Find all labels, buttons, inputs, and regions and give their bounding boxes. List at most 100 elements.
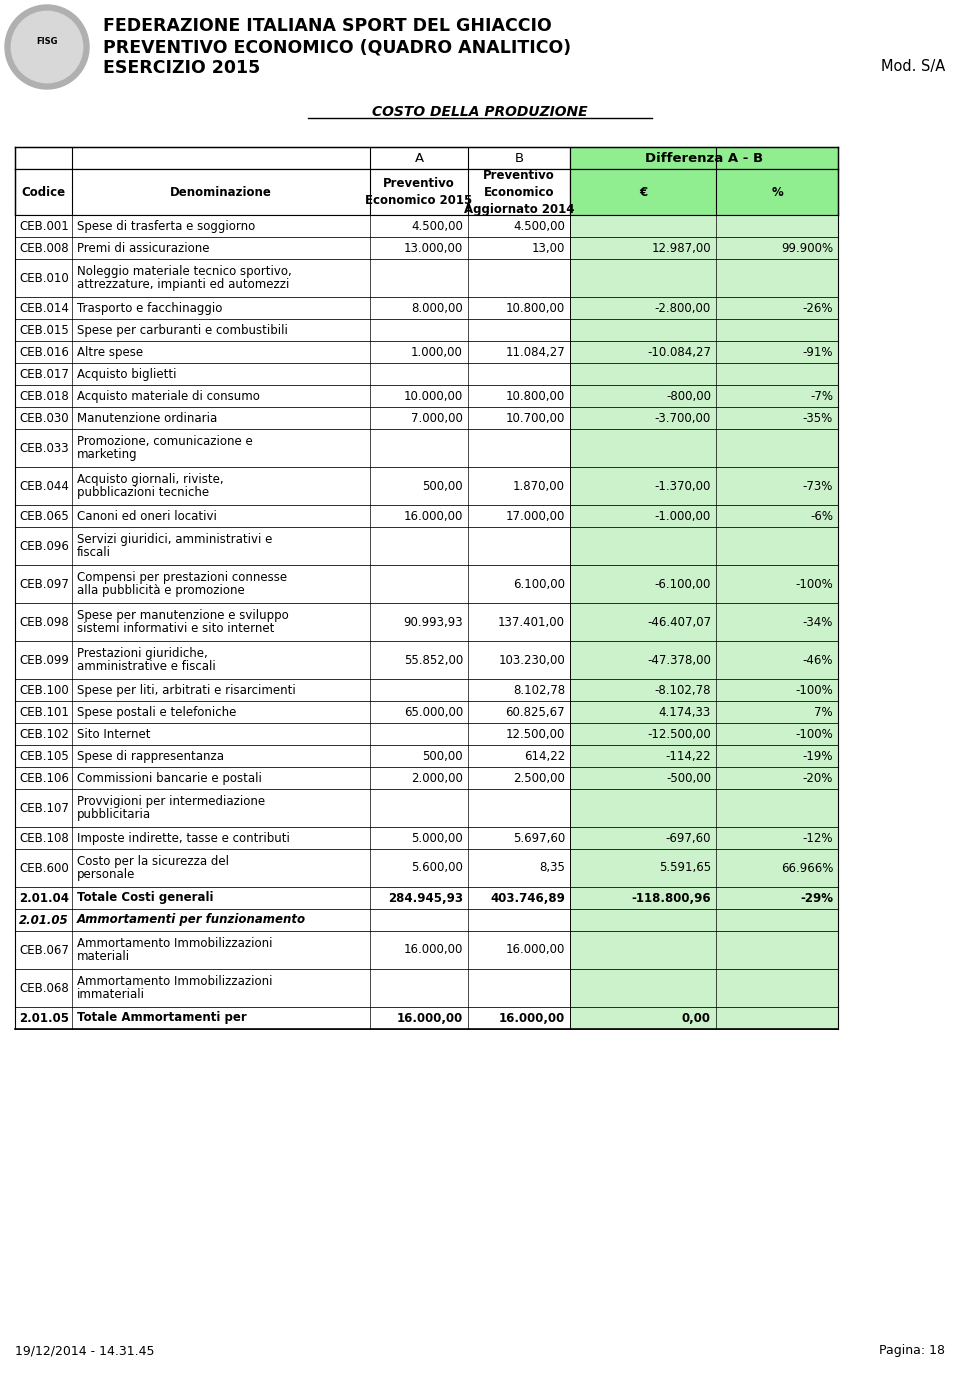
Bar [570, 505, 838, 527]
Bar [570, 429, 838, 468]
Text: Ammortamento Immobilizzazioni: Ammortamento Immobilizzazioni [77, 975, 273, 989]
Text: CEB.016: CEB.016 [19, 345, 69, 359]
Text: CEB.018: CEB.018 [19, 389, 69, 403]
Bar [15, 429, 570, 468]
Text: Pagina: 18: Pagina: 18 [879, 1343, 945, 1357]
Text: -100%: -100% [795, 683, 833, 697]
Bar [570, 826, 838, 848]
Text: 137.401,00: 137.401,00 [498, 616, 565, 628]
Text: 2.01.05: 2.01.05 [19, 1012, 69, 1024]
Text: pubblicitaria: pubblicitaria [77, 808, 151, 821]
Text: CEB.102: CEB.102 [19, 727, 69, 741]
Text: -12%: -12% [803, 832, 833, 844]
Text: 500,00: 500,00 [422, 749, 463, 763]
Bar [15, 604, 570, 641]
Text: -91%: -91% [803, 345, 833, 359]
Bar [15, 258, 570, 297]
Text: -7%: -7% [810, 389, 833, 403]
Text: Acquisto biglietti: Acquisto biglietti [77, 367, 177, 381]
Text: CEB.108: CEB.108 [19, 832, 69, 844]
Bar [15, 887, 570, 909]
Bar [15, 789, 570, 826]
Bar [570, 767, 838, 789]
Text: CEB.044: CEB.044 [19, 480, 69, 492]
Text: Spese di trasferta e soggiorno: Spese di trasferta e soggiorno [77, 220, 255, 232]
Text: 2.01.05: 2.01.05 [19, 913, 68, 927]
Bar [570, 723, 838, 745]
Text: personale: personale [77, 868, 135, 881]
Text: -26%: -26% [803, 301, 833, 315]
Text: -19%: -19% [803, 749, 833, 763]
Bar [15, 169, 570, 214]
Bar [15, 679, 570, 701]
Text: Totale Ammortamenti per: Totale Ammortamenti per [77, 1012, 247, 1024]
Text: Acquisto giornali, riviste,: Acquisto giornali, riviste, [77, 473, 224, 485]
Text: Commissioni bancarie e postali: Commissioni bancarie e postali [77, 771, 262, 785]
Bar [570, 1006, 838, 1028]
Bar [15, 341, 570, 363]
Text: -500,00: -500,00 [666, 771, 711, 785]
Text: alla pubblicità e promozione: alla pubblicità e promozione [77, 584, 245, 597]
Text: CEB.097: CEB.097 [19, 578, 69, 590]
Text: 17.000,00: 17.000,00 [506, 510, 565, 522]
Bar [15, 468, 570, 505]
Text: 8.102,78: 8.102,78 [513, 683, 565, 697]
Text: COSTO DELLA PRODUZIONE: COSTO DELLA PRODUZIONE [372, 104, 588, 120]
Text: Spese per manutenzione e sviluppo: Spese per manutenzione e sviluppo [77, 609, 289, 622]
Text: Sito Internet: Sito Internet [77, 727, 151, 741]
Text: pubblicazioni tecniche: pubblicazioni tecniche [77, 485, 209, 499]
Text: -6%: -6% [810, 510, 833, 522]
Text: 10.800,00: 10.800,00 [506, 389, 565, 403]
Text: 500,00: 500,00 [422, 480, 463, 492]
Text: Denominazione: Denominazione [170, 186, 272, 198]
Text: 614,22: 614,22 [524, 749, 565, 763]
Text: €: € [639, 186, 647, 198]
Bar [15, 527, 570, 565]
Text: -20%: -20% [803, 771, 833, 785]
Text: 10.700,00: 10.700,00 [506, 411, 565, 425]
Text: CEB.010: CEB.010 [19, 271, 69, 285]
Text: CEB.030: CEB.030 [19, 411, 68, 425]
Text: -29%: -29% [800, 891, 833, 905]
Bar [15, 319, 570, 341]
Text: Acquisto materiale di consumo: Acquisto materiale di consumo [77, 389, 260, 403]
Bar [570, 745, 838, 767]
Text: Altre spese: Altre spese [77, 345, 143, 359]
Text: -35%: -35% [803, 411, 833, 425]
Text: 60.825,67: 60.825,67 [505, 705, 565, 719]
Text: amministrative e fiscali: amministrative e fiscali [77, 660, 216, 672]
Bar [570, 848, 838, 887]
Text: 5.000,00: 5.000,00 [411, 832, 463, 844]
Text: 4.500,00: 4.500,00 [514, 220, 565, 232]
Bar [15, 297, 570, 319]
Text: CEB.096: CEB.096 [19, 539, 69, 553]
Text: 4.500,00: 4.500,00 [411, 220, 463, 232]
Text: -8.102,78: -8.102,78 [655, 683, 711, 697]
Text: 4.174,33: 4.174,33 [659, 705, 711, 719]
Text: -6.100,00: -6.100,00 [655, 578, 711, 590]
Text: 284.945,93: 284.945,93 [388, 891, 463, 905]
Text: CEB.098: CEB.098 [19, 616, 69, 628]
Text: CEB.106: CEB.106 [19, 771, 69, 785]
Text: 2.500,00: 2.500,00 [514, 771, 565, 785]
Bar [15, 505, 570, 527]
Text: CEB.101: CEB.101 [19, 705, 69, 719]
Bar [570, 909, 838, 931]
Text: 10.000,00: 10.000,00 [404, 389, 463, 403]
Text: 7%: 7% [814, 705, 833, 719]
Text: Premi di assicurazione: Premi di assicurazione [77, 242, 209, 254]
Text: %: % [771, 186, 782, 198]
Text: Mod. S/A: Mod. S/A [880, 59, 945, 74]
Bar [15, 767, 570, 789]
Text: Noleggio materiale tecnico sportivo,: Noleggio materiale tecnico sportivo, [77, 265, 292, 278]
Text: 8.000,00: 8.000,00 [411, 301, 463, 315]
Bar [570, 701, 838, 723]
Text: 19/12/2014 - 14.31.45: 19/12/2014 - 14.31.45 [15, 1343, 155, 1357]
Text: -697,60: -697,60 [665, 832, 711, 844]
Bar [15, 641, 570, 679]
Text: 103.230,00: 103.230,00 [498, 653, 565, 667]
Text: Promozione, comunicazione e: Promozione, comunicazione e [77, 434, 252, 448]
Text: materiali: materiali [77, 950, 131, 962]
Text: ESERCIZIO 2015: ESERCIZIO 2015 [103, 59, 260, 77]
Bar [570, 407, 838, 429]
